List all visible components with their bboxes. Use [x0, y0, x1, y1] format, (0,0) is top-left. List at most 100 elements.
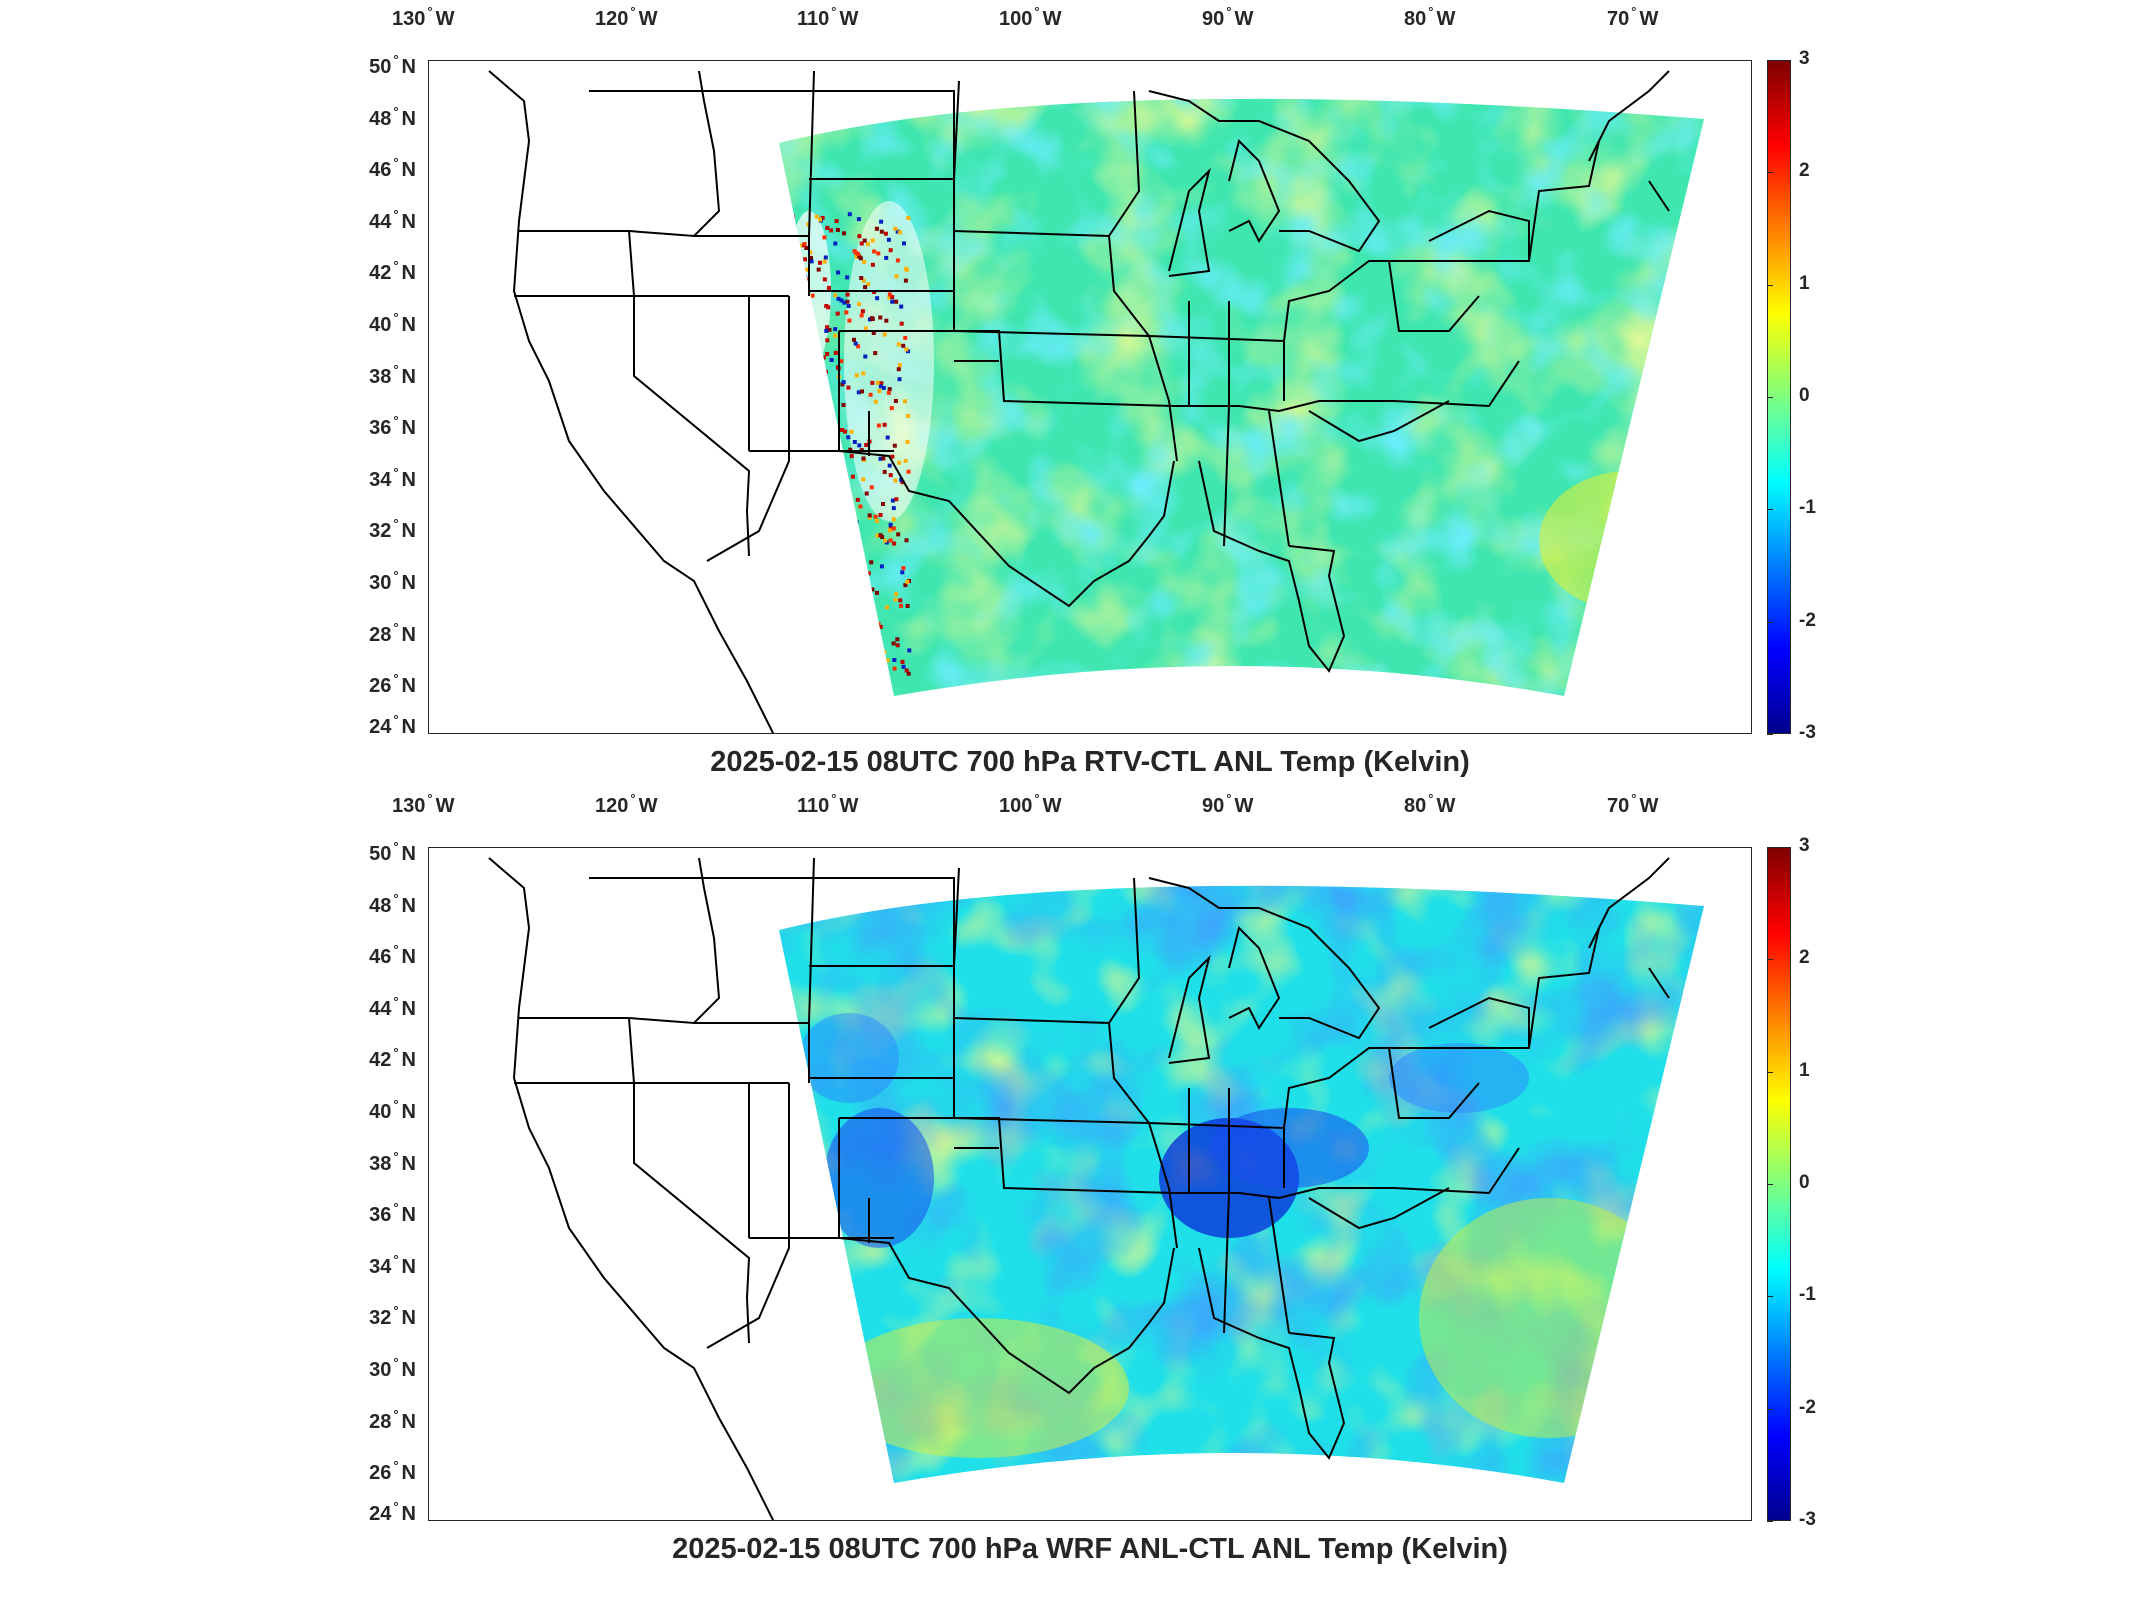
degree-symbol: ° — [1631, 4, 1637, 19]
speckle-dot — [857, 254, 862, 259]
latitude-value: 26 — [369, 1462, 392, 1485]
speckle-dot — [793, 575, 797, 580]
hemisphere-letter: W — [839, 8, 859, 30]
speckle-dot — [833, 446, 838, 451]
speckle-dot — [834, 219, 839, 224]
hemisphere-letter: N — [401, 1503, 416, 1525]
speckle-dot — [847, 1416, 852, 1421]
speckle-dot — [893, 597, 898, 602]
speckle-dot — [885, 605, 889, 610]
speckle-dot — [893, 478, 898, 483]
speckle-dot — [845, 1463, 849, 1468]
speckle-dot — [845, 275, 850, 280]
speckle-dot — [822, 277, 827, 282]
speckle-dot — [821, 355, 826, 360]
speckle-dot — [842, 300, 847, 305]
degree-symbol: ° — [393, 671, 399, 687]
speckle-dot — [836, 664, 841, 669]
speckle-dot — [899, 304, 904, 309]
degree-symbol: ° — [427, 791, 433, 806]
speckle-dot — [823, 1421, 828, 1426]
latitude-value: 44 — [369, 210, 392, 233]
colorbar-tick-mark — [1767, 172, 1773, 174]
hemisphere-letter: N — [401, 468, 416, 491]
speckle-dot — [810, 482, 815, 487]
panel-title: 2025-02-15 08UTC 700 hPa RTV-CTL ANL Tem… — [710, 746, 1470, 778]
speckle-dot — [894, 274, 899, 279]
speckle-dot — [829, 358, 834, 362]
speckle-dot — [847, 318, 852, 323]
speckle-dot — [847, 1404, 852, 1409]
speckle-dot — [806, 343, 811, 348]
speckle-dot — [801, 414, 806, 419]
hemisphere-letter: N — [401, 314, 416, 336]
speckle-dot — [791, 263, 796, 268]
speckle-dot — [805, 626, 810, 631]
longitude-value: 70 — [1607, 8, 1630, 30]
latitude-label: 46 ° N — [356, 942, 416, 969]
speckle-dot — [790, 214, 795, 219]
degree-symbol: ° — [393, 516, 399, 532]
longitude-value: 90 — [1202, 8, 1225, 30]
speckle-dot — [906, 414, 911, 418]
hemisphere-letter: W — [839, 795, 859, 817]
longitude-value: 100 — [999, 8, 1033, 30]
speckle-dot — [863, 326, 868, 331]
speckle-dot — [890, 295, 895, 300]
latitude-label: 30 ° N — [356, 568, 416, 595]
speckle-dot — [810, 531, 815, 536]
speckle-dot — [853, 341, 858, 346]
speckle-dot — [834, 558, 839, 563]
degree-symbol: ° — [393, 1200, 399, 1216]
speckle-dot — [857, 234, 862, 239]
speckle-dot — [833, 241, 838, 246]
speckle-dot — [848, 447, 853, 452]
colorbar-tick-mark — [1767, 621, 1773, 623]
hemisphere-letter: N — [401, 1255, 416, 1278]
speckle-dot — [846, 1377, 851, 1382]
speckle-dot — [872, 617, 877, 622]
speckle-dot — [888, 538, 893, 543]
speckle-dot — [870, 380, 875, 385]
speckle-dot — [845, 299, 850, 304]
speckle-dot — [829, 228, 834, 233]
speckle-dot — [801, 468, 806, 473]
speckle-dot — [841, 1435, 846, 1440]
speckle-dot — [813, 1428, 818, 1433]
longitude-value: 100 — [999, 795, 1033, 817]
speckle-dot — [815, 1346, 819, 1351]
speckle-dot — [873, 514, 878, 519]
speckle-dot — [811, 614, 816, 619]
speckle-dot — [885, 435, 890, 440]
speckle-dot — [822, 259, 827, 264]
speckle-dot — [901, 566, 906, 571]
speckle-dot — [836, 636, 841, 641]
hemisphere-letter: N — [401, 1152, 416, 1175]
speckle-dot — [852, 1431, 857, 1436]
speckle-dot — [875, 296, 880, 301]
speckle-dot — [831, 1336, 836, 1341]
speckle-dot — [832, 1405, 837, 1410]
speckle-dot — [806, 222, 811, 227]
latitude-value: 30 — [369, 572, 392, 594]
speckle-dot — [827, 285, 831, 290]
speckle-dot — [905, 604, 910, 608]
speckle-dot — [797, 521, 802, 526]
latitude-value: 30 — [369, 1359, 392, 1381]
speckle-dot — [818, 634, 823, 639]
speckle-dot — [869, 618, 874, 622]
hemisphere-letter: N — [401, 623, 416, 646]
speckle-dot — [810, 293, 815, 298]
speckle-dot — [827, 327, 832, 332]
speckle-dot — [807, 647, 812, 652]
speckle-dot — [899, 477, 904, 482]
speckle-dot — [872, 249, 877, 254]
speckle-dot — [829, 626, 834, 631]
speckle-dot — [856, 217, 861, 222]
speckle-dot — [854, 1367, 859, 1372]
speckle-dot — [812, 542, 817, 547]
speckle-dot — [858, 504, 863, 509]
speckle-dot — [833, 327, 838, 332]
degree-symbol: ° — [393, 310, 399, 325]
speckle-dot — [905, 439, 910, 444]
